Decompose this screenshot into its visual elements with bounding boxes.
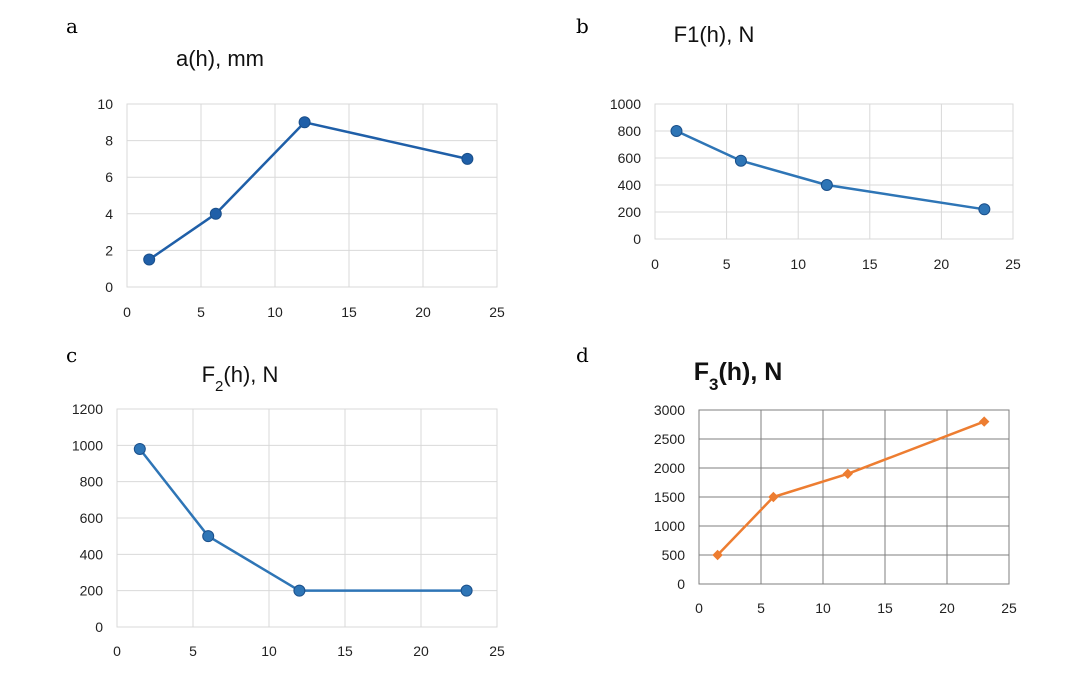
y-tick-label: 200: [618, 204, 642, 220]
x-tick-label: 5: [723, 256, 731, 272]
chart-panel-a: a a(h), mm 0 2 4 6 8 10 0 5 10 15 20 25: [66, 14, 505, 320]
y-tick-label: 0: [95, 619, 103, 635]
y-tick-label: 400: [80, 546, 104, 562]
series-line: [716, 420, 985, 556]
chart-title: F1(h), N: [674, 22, 755, 47]
y-tick-label: 500: [662, 547, 686, 563]
data-point: [143, 253, 156, 266]
chart-title: F2(h), N: [202, 362, 279, 395]
data-point: [298, 116, 311, 129]
x-tick-label: 25: [1005, 256, 1021, 272]
x-tick-label: 0: [651, 256, 659, 272]
data-point: [461, 152, 474, 165]
x-tick-label: 5: [189, 643, 197, 659]
y-tick-label: 8: [105, 133, 113, 149]
y-tick-label: 0: [677, 576, 685, 592]
x-tick-label: 15: [341, 304, 357, 320]
data-point: [460, 584, 473, 597]
y-tick-label: 2500: [654, 431, 685, 447]
y-tick-label: 10: [97, 96, 113, 112]
panel-letter: b: [576, 14, 589, 38]
y-tick-label: 0: [633, 231, 641, 247]
data-point: [133, 442, 146, 455]
y-tick-label: 600: [618, 150, 642, 166]
y-tick-label: 4: [105, 206, 113, 222]
data-point: [712, 549, 723, 561]
x-tick-label: 15: [862, 256, 878, 272]
x-tick-label: 20: [939, 600, 955, 616]
data-point: [202, 530, 215, 543]
panel-letter: a: [66, 14, 78, 38]
y-tick-label: 800: [618, 123, 642, 139]
y-tick-label: 400: [618, 177, 642, 193]
y-tick-label: 800: [80, 474, 104, 490]
y-tick-label: 1200: [72, 401, 103, 417]
data-point: [768, 491, 779, 503]
plot-area: [126, 103, 498, 288]
x-tick-label: 10: [815, 600, 831, 616]
x-tick-label: 0: [113, 643, 121, 659]
data-point: [978, 416, 990, 427]
series-line: [138, 448, 467, 592]
data-point: [734, 154, 747, 167]
data-point: [670, 125, 683, 137]
chart-panel-c: c F2(h), N 0 200 400 600 800 1000 1200 0 5 10 15 20 25: [66, 343, 505, 659]
data-point: [978, 203, 991, 216]
x-tick-label: 20: [413, 643, 429, 659]
y-tick-label: 1500: [654, 489, 685, 505]
panel-letter: c: [66, 343, 77, 367]
data-point: [842, 468, 854, 480]
series-line: [148, 121, 468, 261]
x-tick-label: 25: [489, 643, 505, 659]
y-tick-label: 600: [80, 510, 104, 526]
y-tick-label: 0: [105, 279, 113, 295]
y-tick-label: 1000: [654, 518, 685, 534]
plot-area: [698, 409, 1010, 585]
x-tick-label: 20: [415, 304, 431, 320]
chart-panel-d: d F3(h), N 0 500 1000 1500 2000 2500 3000 0 5 10 15 2…: [576, 343, 1017, 616]
x-tick-label: 5: [757, 600, 765, 616]
data-point: [820, 179, 833, 191]
y-tick-label: 1000: [72, 437, 103, 453]
x-tick-label: 0: [695, 600, 703, 616]
plot-area: [116, 408, 498, 628]
chart-title: F3(h), N: [694, 358, 783, 394]
x-tick-label: 5: [197, 304, 205, 320]
data-point: [293, 584, 306, 597]
y-tick-label: 200: [80, 583, 104, 599]
x-tick-label: 15: [877, 600, 893, 616]
x-tick-label: 25: [1001, 600, 1017, 616]
x-tick-label: 25: [489, 304, 505, 320]
x-tick-label: 10: [267, 304, 283, 320]
y-tick-label: 1000: [610, 96, 641, 112]
x-tick-label: 10: [790, 256, 806, 272]
y-tick-label: 6: [105, 169, 113, 185]
y-tick-label: 2: [105, 242, 113, 258]
panel-letter: d: [576, 343, 589, 367]
series-line: [675, 129, 985, 211]
x-tick-label: 10: [261, 643, 277, 659]
x-tick-label: 20: [934, 256, 950, 272]
y-tick-label: 2000: [654, 460, 685, 476]
y-tick-label: 3000: [654, 402, 685, 418]
plot-area: [654, 103, 1014, 240]
x-tick-label: 15: [337, 643, 353, 659]
x-tick-label: 0: [123, 304, 131, 320]
chart-panel-b: b F1(h), N 0 200 400 600 800 1000 0 5 10 15 20 25: [576, 14, 1021, 272]
chart-title: a(h), mm: [176, 46, 264, 71]
data-point: [209, 207, 222, 220]
